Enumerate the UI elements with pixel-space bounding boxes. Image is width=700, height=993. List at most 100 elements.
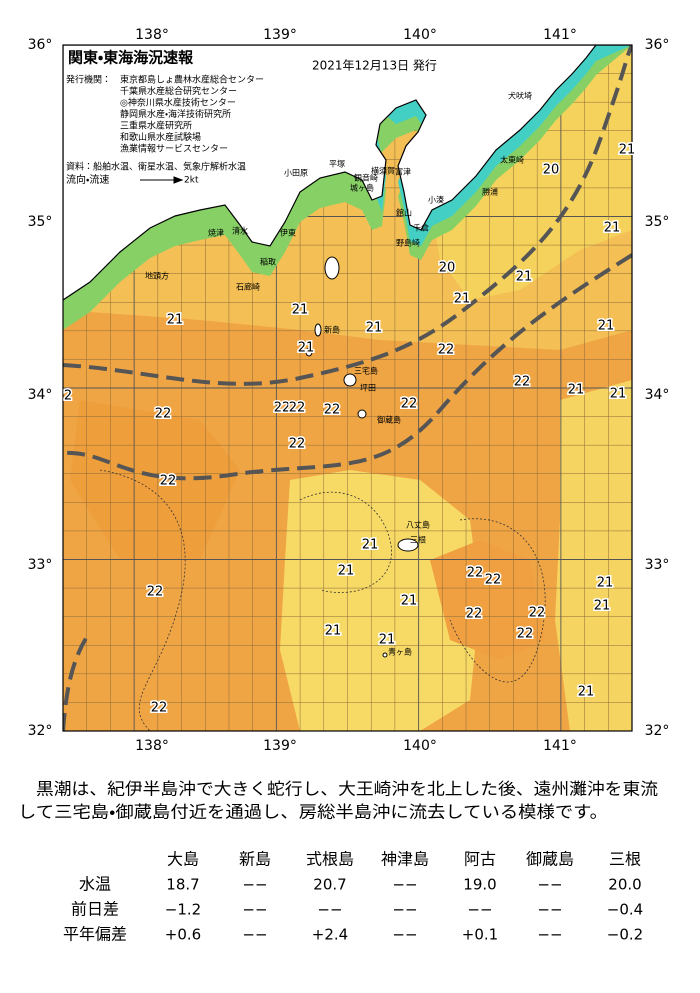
lon-label: 139° [263,738,297,754]
place-name: 稲取 [260,257,276,267]
place-name: 城ヶ島 [350,183,374,193]
place-name: 館山 [396,208,412,218]
temperature-label: 21 [325,624,342,639]
table-cell: 20.0 [608,876,641,894]
place-name: 平塚 [329,160,345,169]
lon-label: 140° [403,738,437,754]
island [324,256,340,280]
sea-zone [555,380,632,731]
islands [305,256,419,658]
island [305,347,313,357]
table-cell: −− [242,876,267,894]
kuroshio-line [63,45,632,386]
contour [449,518,546,683]
map-area [63,45,632,731]
table-header: 大島 [167,850,199,869]
table-cell: +0.1 [462,926,498,944]
place-name: 青ヶ島 [388,647,412,657]
current-scale: 2kt [184,176,199,186]
temperature-label: 21 [167,313,184,328]
table-cell: −0.4 [607,901,643,919]
lat-label: 34° [28,387,53,403]
kuroshio-line [63,633,90,731]
temperature-label: 21 [401,594,418,609]
table-header: 新島 [239,850,271,869]
lon-label: 138° [135,738,169,754]
temperature-label: 21 [598,319,615,334]
labels: 東京都島しょ農林水産総合センター千葉県水産総合研究センター◎神奈川県水産技術セン… [18,27,669,944]
table-cell: +0.6 [165,926,201,944]
temperature-label: 21 [298,341,315,356]
island [314,323,322,337]
kuroshio-axis [63,45,632,731]
table-cell: −1.2 [165,901,201,919]
lat-label: 33° [28,557,53,573]
lat-label: 35° [645,214,670,230]
place-name: 清水 [232,226,248,236]
lat-label: 34° [645,387,670,403]
table-cell: −− [242,926,267,944]
table-header: 三根 [609,850,641,869]
temperature-label: 22 [289,401,306,416]
issuer: 東京都島しょ農林水産総合センター [120,74,264,86]
place-name: 三根 [410,535,426,545]
issuer: 漁業情報サービスセンター [120,143,228,155]
sea-zone [280,470,480,731]
temperature-label: 21 [604,221,621,236]
temperature-label: 22 [289,437,306,452]
place-name: 小田原 [284,169,308,178]
lat-label: 33° [645,557,670,573]
summary-line: 黒潮は、紀伊半島沖で大きく蛇行し、大王崎沖を北上した後、遠州灘沖を東流 [36,780,658,799]
kuroshio-line [63,253,632,481]
place-name: 千倉 [413,223,429,233]
table-header: 式根島 [306,850,354,869]
temperature-label: 21 [619,143,636,158]
lon-label: 138° [135,27,169,43]
contours [99,469,546,731]
table-cell: −− [317,901,342,919]
temperature-label: 21 [594,599,611,614]
table-cell: −− [467,901,492,919]
lon-label: 141° [543,738,577,754]
place-name: 坪田 [360,384,376,393]
table-cell: +2.4 [312,926,348,944]
temperature-label: 21 [568,383,585,398]
row-label: 平年偏差 [63,925,127,944]
temperature-label: 22 [467,566,484,581]
table-header: 神津島 [381,850,429,869]
place-name: 伊東 [280,228,296,238]
lat-label: 35° [28,214,53,230]
lat-label: 32° [645,723,670,739]
temperature-label: 21 [578,685,595,700]
place-name: 御蔵島 [377,415,401,425]
table-cell: 18.7 [166,876,199,894]
temperature-label: 20 [439,261,456,276]
temperature-label: 22 [160,474,177,489]
place-name: 勝浦 [482,187,498,197]
place-name: 八丈島 [406,520,430,530]
row-label: 水温 [79,875,111,894]
table-cell: 20.7 [313,876,346,894]
grid [63,45,632,731]
sea-zone [70,400,240,560]
issuer: 和歌山県水産試験場 [120,131,201,143]
temperature-label: 21 [516,270,533,285]
contour [99,469,186,731]
lon-label: 139° [263,27,297,43]
land [63,45,632,301]
table-cell: −− [242,901,267,919]
temperature-label: 22 [155,407,172,422]
table-header: 御蔵島 [526,850,574,869]
island [397,538,419,552]
map-title: 関東・東海海況速報 [68,49,194,67]
temperature-label: 2 [64,389,72,404]
place-name: 犬吠埼 [508,91,532,101]
row-label: 前日差 [71,900,119,919]
temperature-label: 21 [366,321,383,336]
temperature-label: 22 [324,403,341,418]
temperature-label: 21 [362,538,379,553]
temperature-label: 21 [610,387,627,402]
temperature-label: 22 [517,627,534,642]
